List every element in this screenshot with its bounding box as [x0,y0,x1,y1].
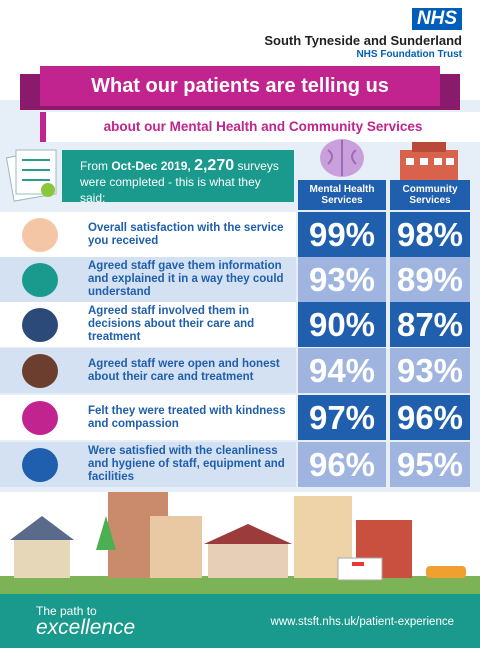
percentage: 99% [298,212,386,257]
footer [0,594,480,648]
intro-count: 2,270 [194,157,235,174]
row-icon [22,354,58,388]
footer-tagline: The path to [36,604,97,618]
intro-suffix: surveys were completed - this is what th… [80,159,279,205]
row-icon [22,218,58,252]
intro-period: Oct-Dec 2019, [111,159,191,173]
intro-prefix: From [80,159,108,173]
banner-title: What our patients are telling us [40,66,440,106]
footer-url: www.stsft.nhs.uk/patient-experience [270,616,454,628]
row-label: Agreed staff involved them in decisions … [88,305,255,343]
column-header: Mental Health Services [298,180,386,210]
row-icon [22,448,58,482]
banner-subtitle: about our Mental Health and Community Se… [40,112,480,142]
percentage: 89% [390,257,470,302]
brain-icon [320,139,364,177]
row-label: Were satisfied with the cleanliness and … [88,445,285,483]
org-name: South Tyneside and Sunderland [264,33,462,48]
percentage: 93% [298,257,386,302]
percentage: 94% [298,348,386,393]
column-header: Community Services [390,180,470,210]
row-label: Agreed staff were open and honest about … [88,357,280,383]
percentage: 90% [298,302,386,347]
percentage: 96% [298,442,386,487]
percentage: 98% [390,212,470,257]
percentage: 97% [298,395,386,440]
row-label: Felt they were treated with kindness and… [88,404,286,430]
intro-box: From Oct-Dec 2019, 2,270 surveys were co… [62,150,294,205]
row-label: Agreed staff gave them information and e… [88,260,284,298]
percentage: 93% [390,348,470,393]
trust-name: NHS Foundation Trust [356,49,462,60]
row-icon [22,401,58,435]
row-icon [22,308,58,342]
town-illustration [0,492,480,594]
nhs-logo: NHS [412,8,462,30]
percentage: 87% [390,302,470,347]
row-icon [22,263,58,297]
footer-brand: excellence [36,616,136,639]
row-label: Overall satisfaction with the service yo… [88,221,284,247]
percentage: 95% [390,442,470,487]
building-icon [400,142,458,180]
survey-icon [5,149,57,202]
percentage: 96% [390,395,470,440]
